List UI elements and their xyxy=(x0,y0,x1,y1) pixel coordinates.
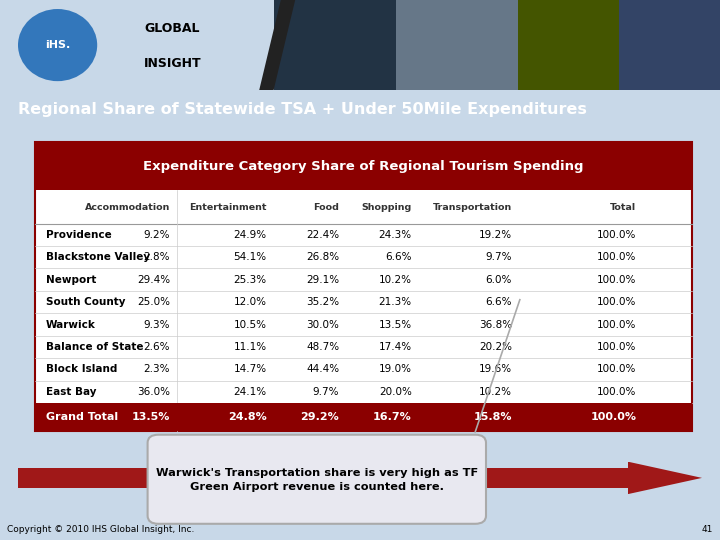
Text: 21.3%: 21.3% xyxy=(379,297,412,307)
Text: 26.8%: 26.8% xyxy=(306,252,339,262)
Bar xyxy=(396,0,518,90)
Text: 35.2%: 35.2% xyxy=(306,297,339,307)
Text: Warwick's Transportation share is very high as TF
Green Airport revenue is count: Warwick's Transportation share is very h… xyxy=(156,468,478,491)
Bar xyxy=(274,0,720,90)
Text: Entertainment: Entertainment xyxy=(189,202,266,212)
Text: 12.0%: 12.0% xyxy=(234,297,266,307)
Text: 6.6%: 6.6% xyxy=(485,297,512,307)
Text: 100.0%: 100.0% xyxy=(597,275,636,285)
Text: Transportation: Transportation xyxy=(433,202,512,212)
Text: 29.4%: 29.4% xyxy=(137,275,170,285)
Bar xyxy=(274,0,396,90)
Text: 19.6%: 19.6% xyxy=(479,364,512,374)
Text: GLOBAL: GLOBAL xyxy=(144,22,199,35)
Text: 11.1%: 11.1% xyxy=(233,342,266,352)
Text: 100.0%: 100.0% xyxy=(597,252,636,262)
Text: 19.0%: 19.0% xyxy=(379,364,412,374)
Text: 100.0%: 100.0% xyxy=(597,320,636,329)
Text: 29.2%: 29.2% xyxy=(300,412,339,422)
Text: 2.3%: 2.3% xyxy=(143,364,170,374)
Text: Block Island: Block Island xyxy=(45,364,117,374)
Text: 30.0%: 30.0% xyxy=(307,320,339,329)
Polygon shape xyxy=(628,462,702,494)
Text: 100.0%: 100.0% xyxy=(590,412,636,422)
Text: 24.3%: 24.3% xyxy=(379,230,412,240)
Text: East Bay: East Bay xyxy=(45,387,96,397)
Text: INSIGHT: INSIGHT xyxy=(144,57,202,70)
Text: 14.7%: 14.7% xyxy=(233,364,266,374)
Text: 48.7%: 48.7% xyxy=(306,342,339,352)
Text: Expenditure Category Share of Regional Tourism Spending: Expenditure Category Share of Regional T… xyxy=(143,160,584,173)
Text: 20.2%: 20.2% xyxy=(479,342,512,352)
Text: 100.0%: 100.0% xyxy=(597,230,636,240)
Text: 13.5%: 13.5% xyxy=(379,320,412,329)
Text: 19.2%: 19.2% xyxy=(479,230,512,240)
Text: 9.3%: 9.3% xyxy=(143,320,170,329)
Text: 2.8%: 2.8% xyxy=(143,252,170,262)
Text: 22.4%: 22.4% xyxy=(306,230,339,240)
Bar xyxy=(619,0,720,90)
Bar xyxy=(35,142,692,191)
Text: 24.1%: 24.1% xyxy=(233,387,266,397)
Text: 54.1%: 54.1% xyxy=(233,252,266,262)
Text: 25.3%: 25.3% xyxy=(233,275,266,285)
Text: Newport: Newport xyxy=(45,275,96,285)
Bar xyxy=(18,468,628,488)
Text: South County: South County xyxy=(45,297,125,307)
Text: 6.0%: 6.0% xyxy=(486,275,512,285)
Text: Grand Total: Grand Total xyxy=(45,412,117,422)
Text: 9.2%: 9.2% xyxy=(143,230,170,240)
Text: 25.0%: 25.0% xyxy=(137,297,170,307)
Text: Warwick: Warwick xyxy=(45,320,95,329)
Text: 100.0%: 100.0% xyxy=(597,387,636,397)
Text: 10.2%: 10.2% xyxy=(379,275,412,285)
Text: Blackstone Valley: Blackstone Valley xyxy=(45,252,150,262)
Text: 2.6%: 2.6% xyxy=(143,342,170,352)
Text: Regional Share of Statewide TSA + Under 50Mile Expenditures: Regional Share of Statewide TSA + Under … xyxy=(18,102,587,117)
Text: 36.8%: 36.8% xyxy=(479,320,512,329)
Bar xyxy=(518,0,641,90)
Text: 100.0%: 100.0% xyxy=(597,297,636,307)
Text: 20.0%: 20.0% xyxy=(379,387,412,397)
Text: iHS.: iHS. xyxy=(45,40,71,50)
Text: 17.4%: 17.4% xyxy=(379,342,412,352)
Bar xyxy=(35,142,692,431)
Text: 13.5%: 13.5% xyxy=(132,412,170,422)
Bar xyxy=(35,403,692,431)
FancyBboxPatch shape xyxy=(148,435,486,524)
Text: Copyright © 2010 IHS Global Insight, Inc.: Copyright © 2010 IHS Global Insight, Inc… xyxy=(7,524,194,534)
Text: 24.8%: 24.8% xyxy=(228,412,266,422)
Text: 100.0%: 100.0% xyxy=(597,364,636,374)
Text: 16.7%: 16.7% xyxy=(373,412,412,422)
Text: 15.8%: 15.8% xyxy=(474,412,512,422)
Text: 24.9%: 24.9% xyxy=(233,230,266,240)
Text: Food: Food xyxy=(313,202,339,212)
Text: 10.5%: 10.5% xyxy=(234,320,266,329)
Text: 29.1%: 29.1% xyxy=(306,275,339,285)
Text: 41: 41 xyxy=(701,524,713,534)
Text: Total: Total xyxy=(611,202,636,212)
Text: 36.0%: 36.0% xyxy=(137,387,170,397)
Text: Balance of State: Balance of State xyxy=(45,342,143,352)
Ellipse shape xyxy=(18,9,97,81)
Text: Providence: Providence xyxy=(45,230,112,240)
Text: 9.7%: 9.7% xyxy=(485,252,512,262)
Text: 9.7%: 9.7% xyxy=(312,387,339,397)
Text: Accommodation: Accommodation xyxy=(84,202,170,212)
Polygon shape xyxy=(259,0,295,90)
Text: 10.2%: 10.2% xyxy=(479,387,512,397)
Text: 100.0%: 100.0% xyxy=(597,342,636,352)
Text: 6.6%: 6.6% xyxy=(385,252,412,262)
Text: 44.4%: 44.4% xyxy=(306,364,339,374)
Text: Shopping: Shopping xyxy=(361,202,412,212)
